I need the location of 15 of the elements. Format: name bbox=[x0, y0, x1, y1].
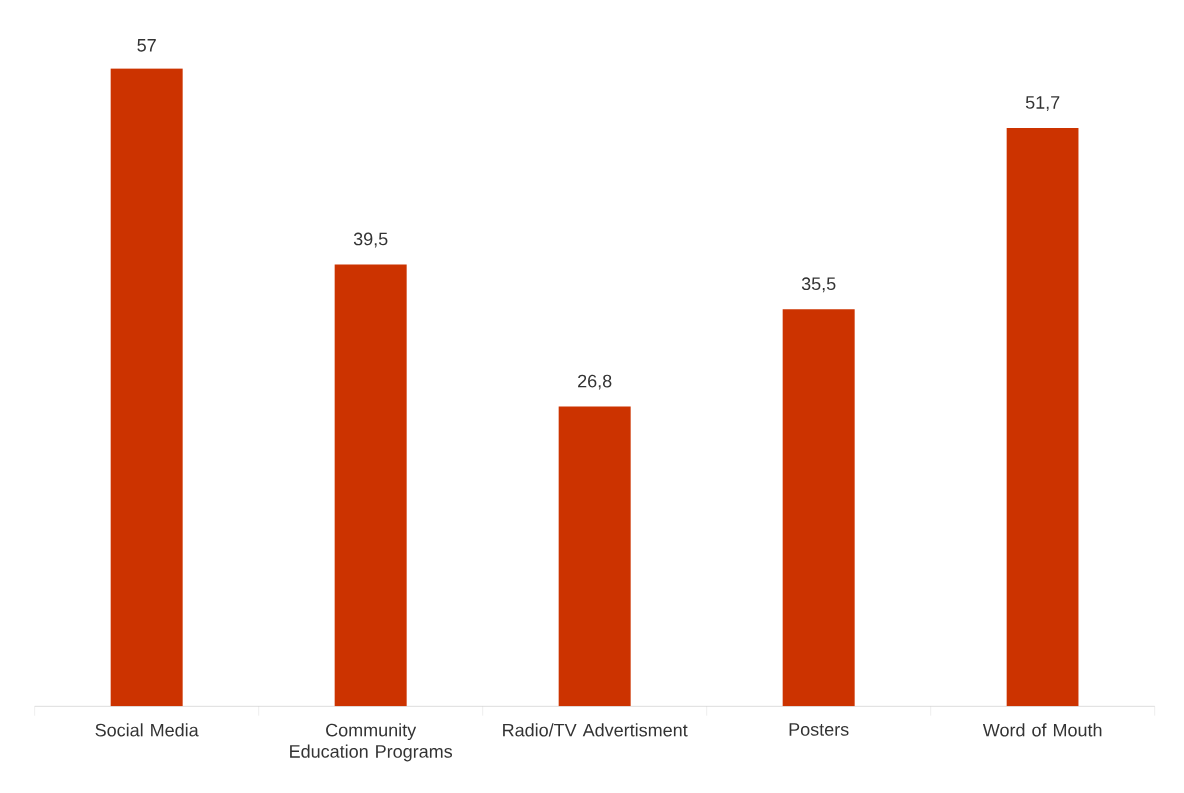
x-tick-label: Community Education Programs bbox=[290, 723, 453, 762]
data-label: 35,5 bbox=[801, 277, 836, 293]
x-tick-label: Social Media bbox=[95, 723, 199, 737]
data-label: 51,7 bbox=[1025, 96, 1060, 111]
data-label: 39,5 bbox=[353, 232, 388, 248]
bar bbox=[558, 406, 631, 707]
bar bbox=[334, 264, 407, 707]
bar bbox=[782, 309, 855, 707]
x-tick-label: Radio/TV Advertisment bbox=[503, 723, 688, 737]
x-tick-label: Word of Mouth bbox=[982, 723, 1102, 737]
bar bbox=[110, 68, 183, 707]
data-label: 26,8 bbox=[578, 374, 612, 390]
x-tick-label: Posters bbox=[789, 723, 849, 736]
data-label: 57 bbox=[137, 39, 156, 52]
bar bbox=[1006, 127, 1079, 707]
